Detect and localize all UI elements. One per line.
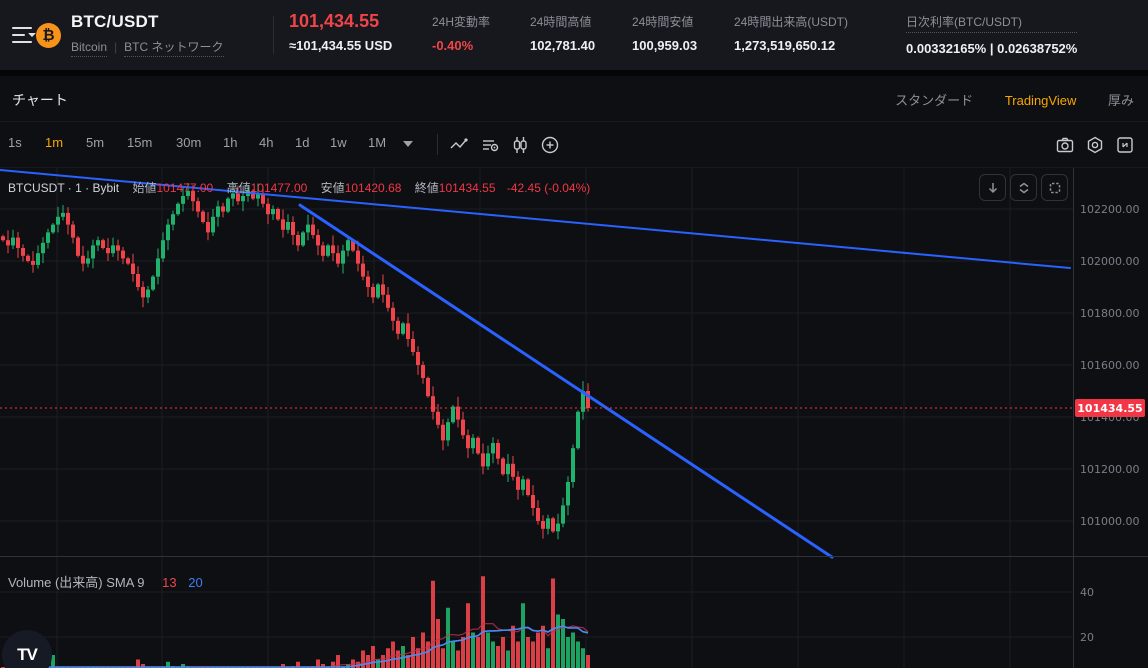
timeframe-30m[interactable]: 30m: [176, 135, 202, 150]
settings-icon[interactable]: [1082, 132, 1108, 158]
resize-icon[interactable]: [1112, 132, 1138, 158]
volume-legend[interactable]: Volume (出来高) SMA 9 13 20: [8, 575, 203, 590]
timeframe-1w[interactable]: 1w: [330, 135, 347, 150]
candle-style-icon[interactable]: [507, 132, 533, 158]
timeframe-dropdown-icon[interactable]: [403, 141, 413, 147]
scroll-down-button[interactable]: [979, 174, 1006, 201]
timeframe-1d[interactable]: 1d: [295, 135, 310, 150]
timeframe-5m[interactable]: 5m: [86, 135, 105, 150]
network-label[interactable]: BTC ネットワーク: [124, 40, 224, 57]
section-title: チャート: [12, 92, 68, 108]
chart-legend: BTCUSDT · 1 · Bybit 始値101477.00 高値101477…: [8, 181, 591, 195]
legend-symbol[interactable]: BTCUSDT · 1 · Bybit: [8, 181, 120, 195]
tradingview-logo[interactable]: TV: [2, 630, 52, 668]
last-price: 101,434.55: [289, 11, 380, 31]
stat-24h-volume: 24時間出来高(USDT) 1,273,519,650.12: [734, 15, 849, 53]
timeframe-1h[interactable]: 1h: [223, 135, 238, 150]
menu-icon[interactable]: [12, 26, 36, 44]
timeframe-1M[interactable]: 1M: [368, 135, 387, 150]
chart-pane-buttons: [979, 174, 1068, 201]
collapse-pane-button[interactable]: [1010, 174, 1037, 201]
toolbar-separator: [437, 134, 438, 155]
svg-text:101434.55: 101434.55: [1077, 402, 1142, 415]
stat-24h-high: 24時間高値 102,781.40: [530, 15, 596, 53]
timeframe-4h[interactable]: 4h: [259, 135, 274, 150]
svg-text:102200.00: 102200.00: [1080, 203, 1140, 216]
timeframe-15m[interactable]: 15m: [127, 135, 153, 150]
add-circle-icon[interactable]: [537, 132, 563, 158]
indicators-icon[interactable]: [477, 132, 503, 158]
line-style-icon[interactable]: [446, 132, 472, 158]
svg-text:40: 40: [1080, 586, 1094, 599]
section-row: チャート スタンダード TradingView 厚み: [0, 76, 1148, 122]
camera-icon[interactable]: [1052, 132, 1078, 158]
svg-text:101600.00: 101600.00: [1080, 359, 1140, 372]
timeframe-1m[interactable]: 1m: [45, 135, 64, 150]
timeframe-1s[interactable]: 1s: [8, 135, 22, 150]
tab-standard[interactable]: スタンダード: [895, 93, 974, 108]
svg-text:101000.00: 101000.00: [1080, 515, 1140, 528]
svg-text:101800.00: 101800.00: [1080, 307, 1140, 320]
header-divider: [273, 16, 274, 54]
stat-daily-rate: 日次利率(BTC/USDT) 0.00332165% | 0.02638752%: [906, 15, 1078, 56]
base-name-label[interactable]: Bitcoin: [71, 40, 108, 57]
usd-price: ≈101,434.55 USD: [289, 38, 393, 53]
tab-depth[interactable]: 厚み: [1107, 93, 1134, 108]
header: ₿ BTC/USDT Bitcoin | BTC ネットワーク 101,434.55…: [0, 0, 1148, 70]
stat-24h-change: 24H変動率 -0.40%: [432, 15, 491, 53]
maximize-pane-button[interactable]: [1041, 174, 1068, 201]
symbol-title[interactable]: BTC/USDT: [71, 12, 159, 31]
tab-tradingview[interactable]: TradingView: [1004, 93, 1077, 108]
subtitle-divider: |: [114, 40, 118, 54]
chart-module: チャート スタンダード TradingView 厚み 1s 1m 5m 15m …: [0, 76, 1148, 668]
chart-toolbar: 1s 1m 5m 15m 30m 1h 4h 1d 1w 1M: [0, 122, 1148, 168]
svg-text:101200.00: 101200.00: [1080, 463, 1140, 476]
svg-text:102000.00: 102000.00: [1080, 255, 1140, 268]
tradingview-chart[interactable]: 102200.00 102000.00 101800.00 101600.00 1014…: [0, 168, 1148, 668]
svg-text:20: 20: [1080, 631, 1094, 644]
legend-change: -42.45 (-0.04%): [506, 181, 591, 195]
chart-canvas[interactable]: 102200.00 102000.00 101800.00 101600.00 1014…: [0, 168, 1148, 668]
stat-24h-low: 24時間安値 100,959.03: [632, 15, 698, 53]
btc-coin-icon: ₿: [36, 23, 61, 48]
